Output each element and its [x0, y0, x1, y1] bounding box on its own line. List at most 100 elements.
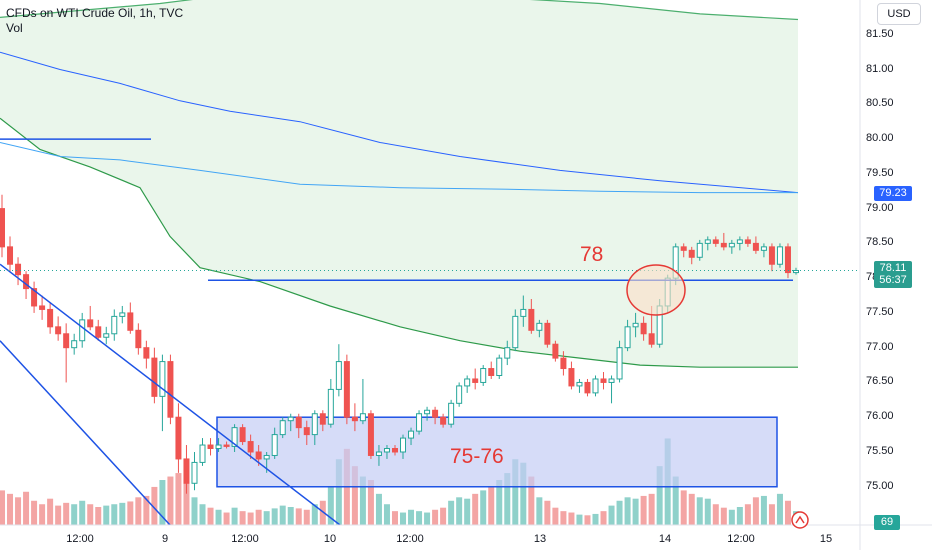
volume-bar — [440, 507, 447, 525]
candles — [0, 194, 799, 494]
candle-body — [119, 312, 126, 317]
candle-body — [327, 388, 334, 425]
mid-line-2 — [0, 142, 798, 194]
price-tick-label: 77.50 — [866, 305, 894, 318]
volume-bar — [247, 512, 254, 525]
volume-bar — [31, 500, 38, 525]
zone-75-76-annotation: 75-76 — [450, 445, 504, 468]
volume-bar — [143, 495, 150, 525]
candle-body — [199, 444, 206, 463]
candle-body — [536, 322, 543, 331]
price-tick-label: 76.50 — [866, 375, 894, 388]
volume-bar — [640, 495, 647, 525]
volume-bar — [167, 476, 174, 525]
candle-body — [584, 381, 591, 394]
price-tick-label: 81.00 — [866, 62, 894, 75]
volume-bar — [680, 490, 687, 525]
volume-bar — [552, 507, 559, 525]
channel-upper-line — [0, 263, 341, 526]
volume-bar — [199, 504, 206, 525]
volume-bar — [55, 505, 62, 525]
volume-bar — [776, 493, 783, 525]
volume-bar — [496, 480, 503, 525]
candle-body — [183, 458, 190, 484]
support-zone — [216, 416, 778, 488]
candle-body — [432, 409, 439, 418]
volume-bar — [223, 512, 230, 525]
band-fill — [0, 0, 798, 368]
volume-bar — [335, 459, 342, 525]
time-tick-label: 12:00 — [66, 533, 94, 545]
candle-body — [712, 239, 719, 244]
volume-bar — [159, 480, 166, 525]
volume-bar — [263, 511, 270, 525]
envelope-bands — [0, 0, 799, 368]
volume-bar — [752, 497, 759, 525]
volume-bar — [135, 497, 142, 525]
volume-bar — [600, 511, 607, 525]
candle-body — [135, 329, 142, 349]
candle-body — [528, 308, 535, 331]
volume-bar — [688, 493, 695, 525]
candle-body — [207, 444, 214, 450]
candle-body — [287, 416, 294, 422]
volume-bar — [472, 493, 479, 525]
volume-bar — [87, 504, 94, 525]
mid-line — [0, 51, 799, 194]
volume-bar — [287, 507, 294, 525]
candle-body — [191, 461, 198, 484]
candle-body — [159, 361, 166, 397]
candle-body — [263, 454, 270, 460]
candle-body — [295, 416, 302, 429]
candle-body — [760, 246, 767, 251]
price-tick-label: 81.50 — [866, 27, 894, 40]
candle-body — [408, 430, 415, 439]
candle-body — [448, 402, 455, 425]
candle-body — [103, 333, 110, 338]
volume-bar — [768, 504, 775, 525]
volume-bar — [119, 502, 126, 525]
candle-body — [239, 427, 246, 443]
price-tick-label: 76.00 — [866, 410, 894, 423]
time-tick-label: 15 — [819, 533, 833, 545]
volume-bar — [7, 493, 14, 525]
candle-body — [223, 444, 230, 447]
candle-body — [127, 312, 134, 331]
volume-bar — [295, 508, 302, 525]
volume-bar — [744, 504, 751, 525]
candle-body — [480, 368, 487, 383]
candle-body — [568, 368, 575, 387]
candle-body — [247, 441, 254, 453]
candle-body — [464, 378, 471, 387]
volume-bar — [0, 490, 5, 525]
volume-bar — [375, 493, 382, 525]
volume-bar — [391, 511, 398, 525]
volume-bar — [728, 509, 735, 525]
level-78-annotation: 78 — [580, 243, 604, 266]
volume-bar — [47, 498, 54, 525]
volume-bar — [271, 508, 278, 525]
volume-bar — [175, 473, 182, 525]
time-tick-label: 12:00 — [727, 533, 755, 545]
candle-body — [784, 246, 791, 274]
candle-body — [111, 315, 118, 335]
volume-bar — [239, 511, 246, 525]
candle-body — [624, 326, 631, 349]
candle-body — [71, 340, 78, 349]
highlight-circle — [626, 264, 686, 316]
candle-body — [95, 326, 102, 338]
volume-bar — [319, 500, 326, 525]
candle-body — [175, 416, 182, 460]
candle-body — [7, 246, 14, 265]
volume-bar — [255, 509, 262, 525]
candle-body — [0, 208, 5, 248]
replay-icon[interactable] — [790, 510, 810, 530]
volume-bar — [592, 513, 599, 525]
volume-bar — [568, 512, 575, 525]
currency-button[interactable]: USD — [877, 3, 921, 25]
candle-body — [63, 333, 70, 349]
volume-bar — [79, 500, 86, 525]
candle-body — [488, 368, 495, 376]
